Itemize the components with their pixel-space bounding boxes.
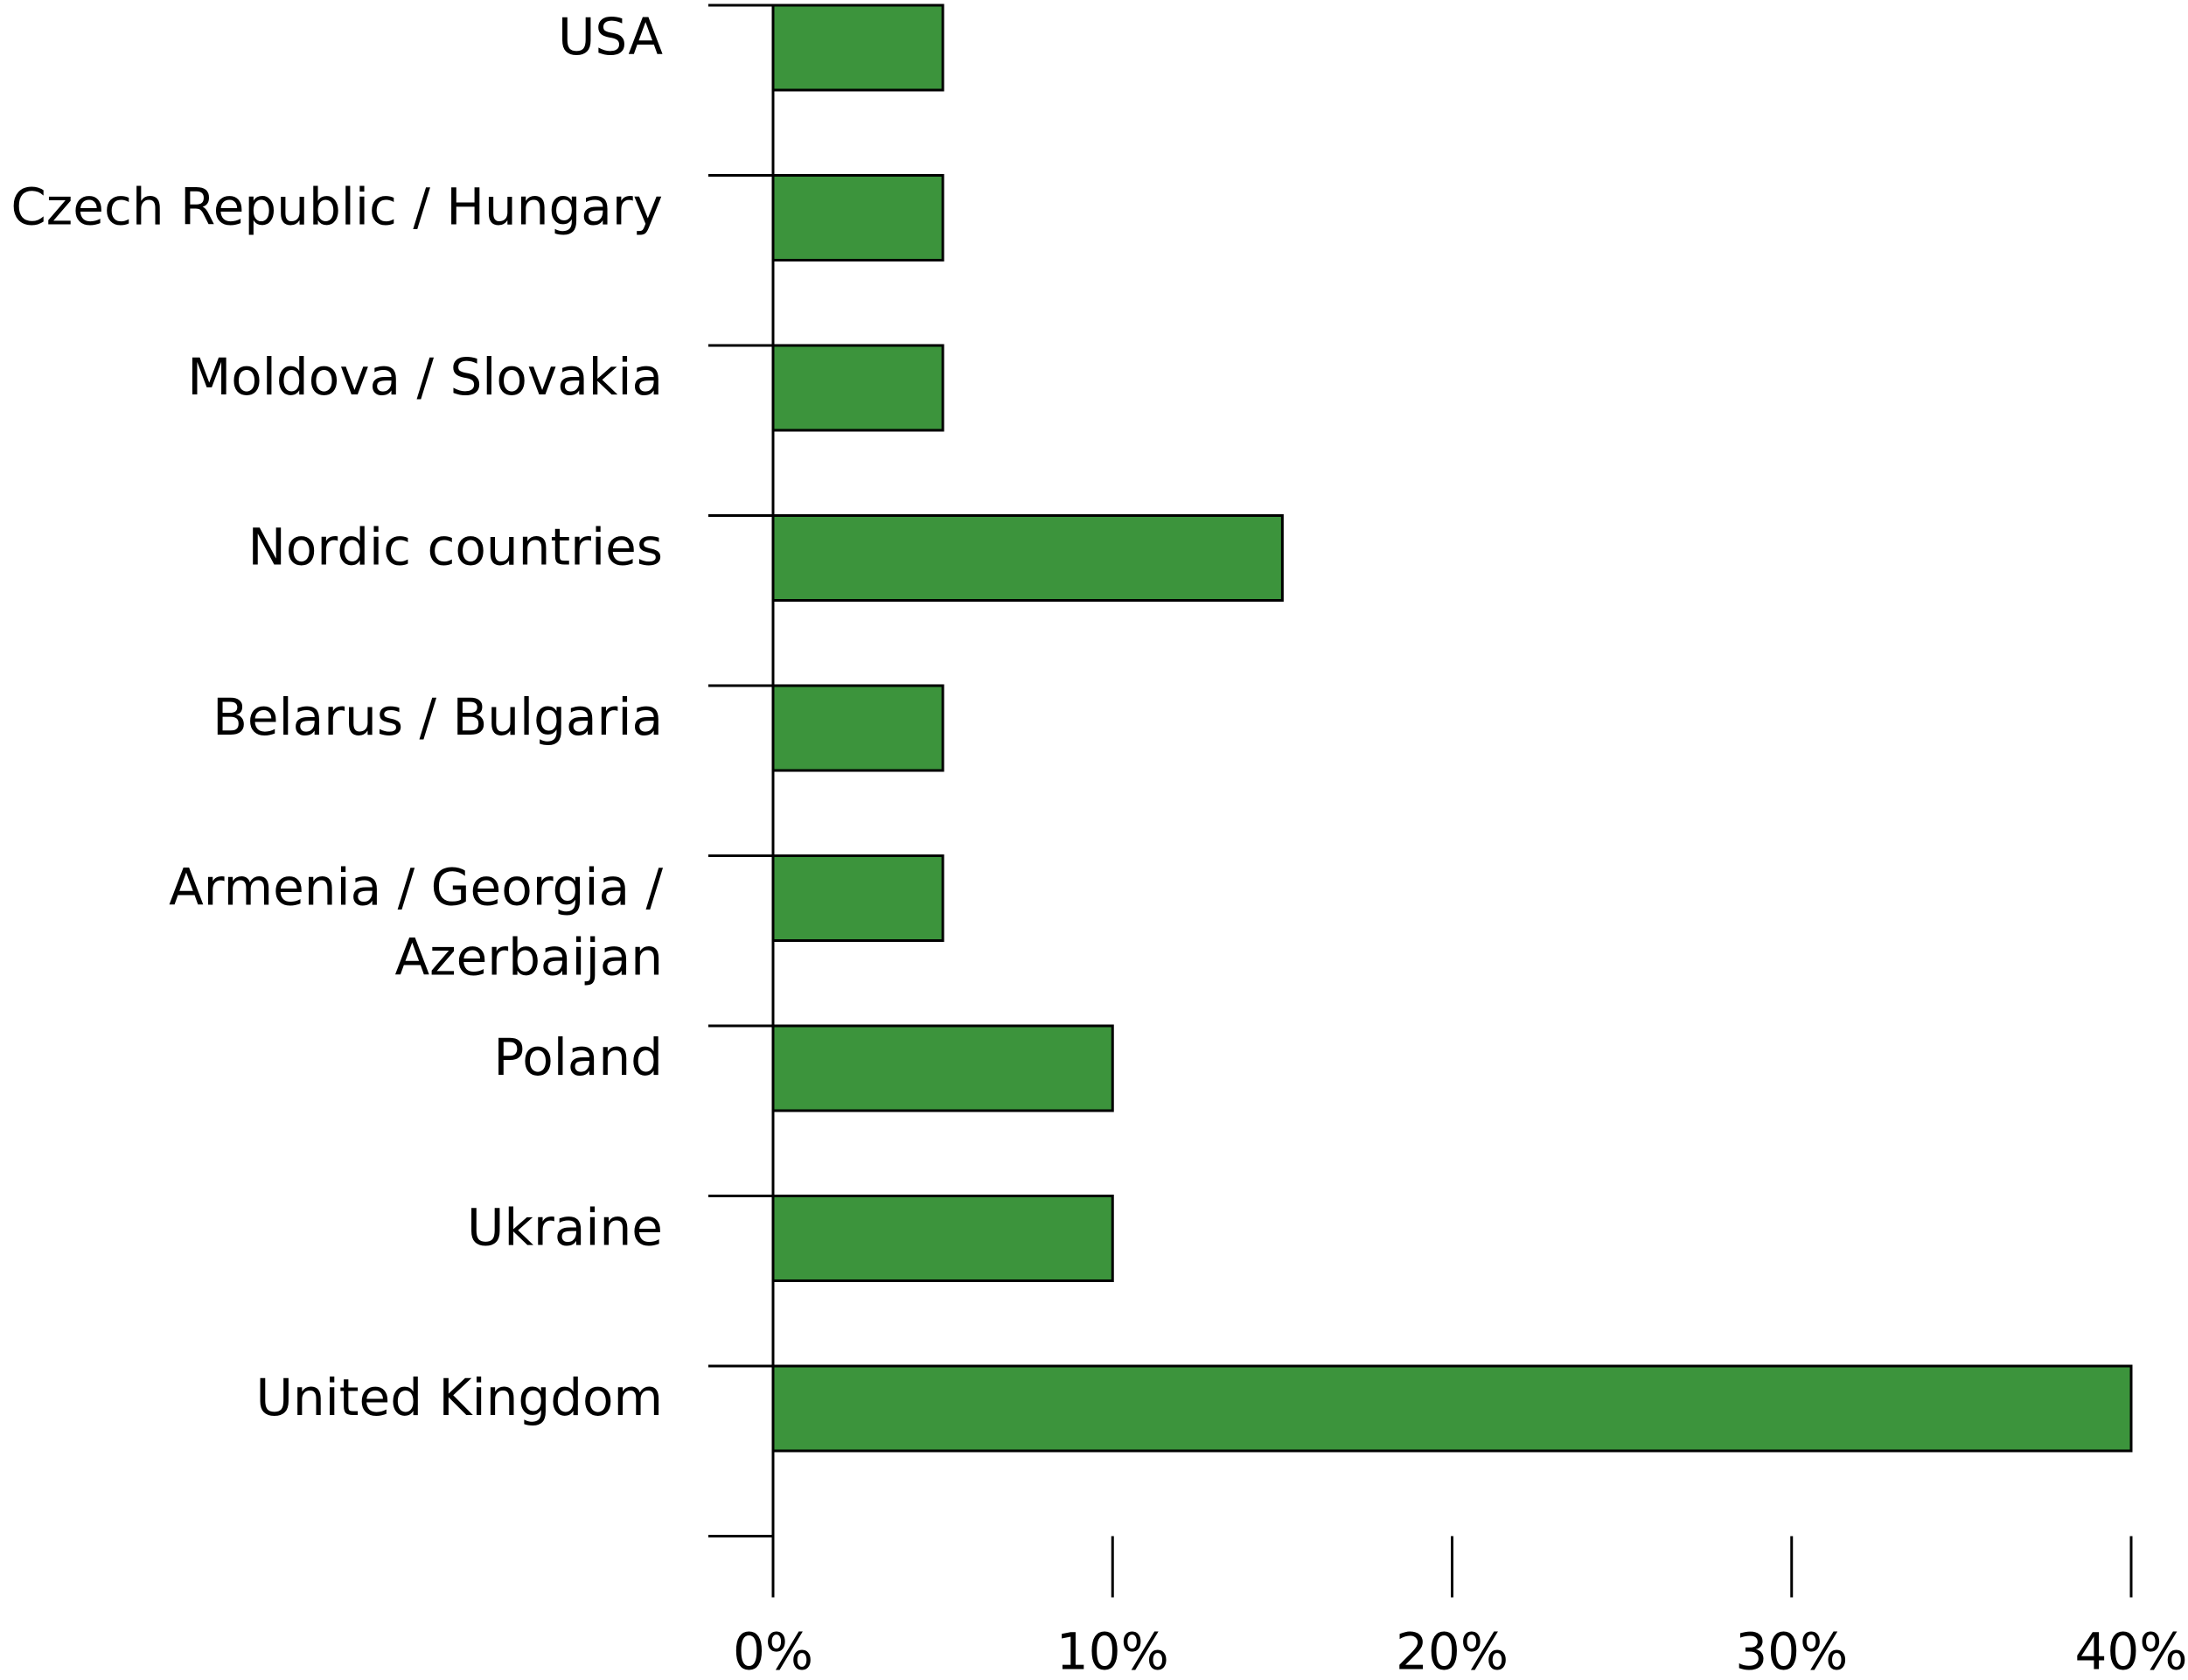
y-axis-ticks [708, 3, 773, 1537]
category-label: Armenia / Georgia / Azerbaijan [169, 858, 663, 987]
bar [771, 1364, 2133, 1453]
category-label: Nordic countries [248, 518, 663, 577]
bar [771, 514, 1284, 602]
category-label: Poland [493, 1028, 663, 1087]
category-label: Ukraine [467, 1198, 663, 1258]
bar [771, 1195, 1114, 1282]
x-axis-ticks [771, 1536, 2133, 1598]
x-tick-labels: 0% 10% 20% 30% 40% [733, 1622, 2187, 1680]
bar [771, 684, 944, 772]
category-labels: USA Czech Republic / Hungary Moldova / Slo… [10, 7, 663, 1427]
x-tick-label: 30% [1735, 1622, 1848, 1680]
bars-group [771, 3, 2133, 1453]
bar [771, 854, 944, 942]
bar [771, 174, 944, 261]
bar [771, 3, 944, 92]
x-tick-label: 40% [2075, 1622, 2188, 1680]
x-tick-label: 10% [1056, 1622, 1169, 1680]
category-label: USA [558, 7, 663, 66]
category-label: Belarus / Bulgaria [213, 687, 663, 747]
x-tick-label: 0% [733, 1622, 813, 1680]
bar [771, 344, 944, 432]
bar [771, 1024, 1114, 1112]
x-tick-label: 20% [1396, 1622, 1509, 1680]
category-label: United Kingdom [255, 1368, 663, 1427]
category-label: Moldova / Slovakia [187, 347, 663, 407]
category-label: Czech Republic / Hungary [10, 178, 663, 237]
